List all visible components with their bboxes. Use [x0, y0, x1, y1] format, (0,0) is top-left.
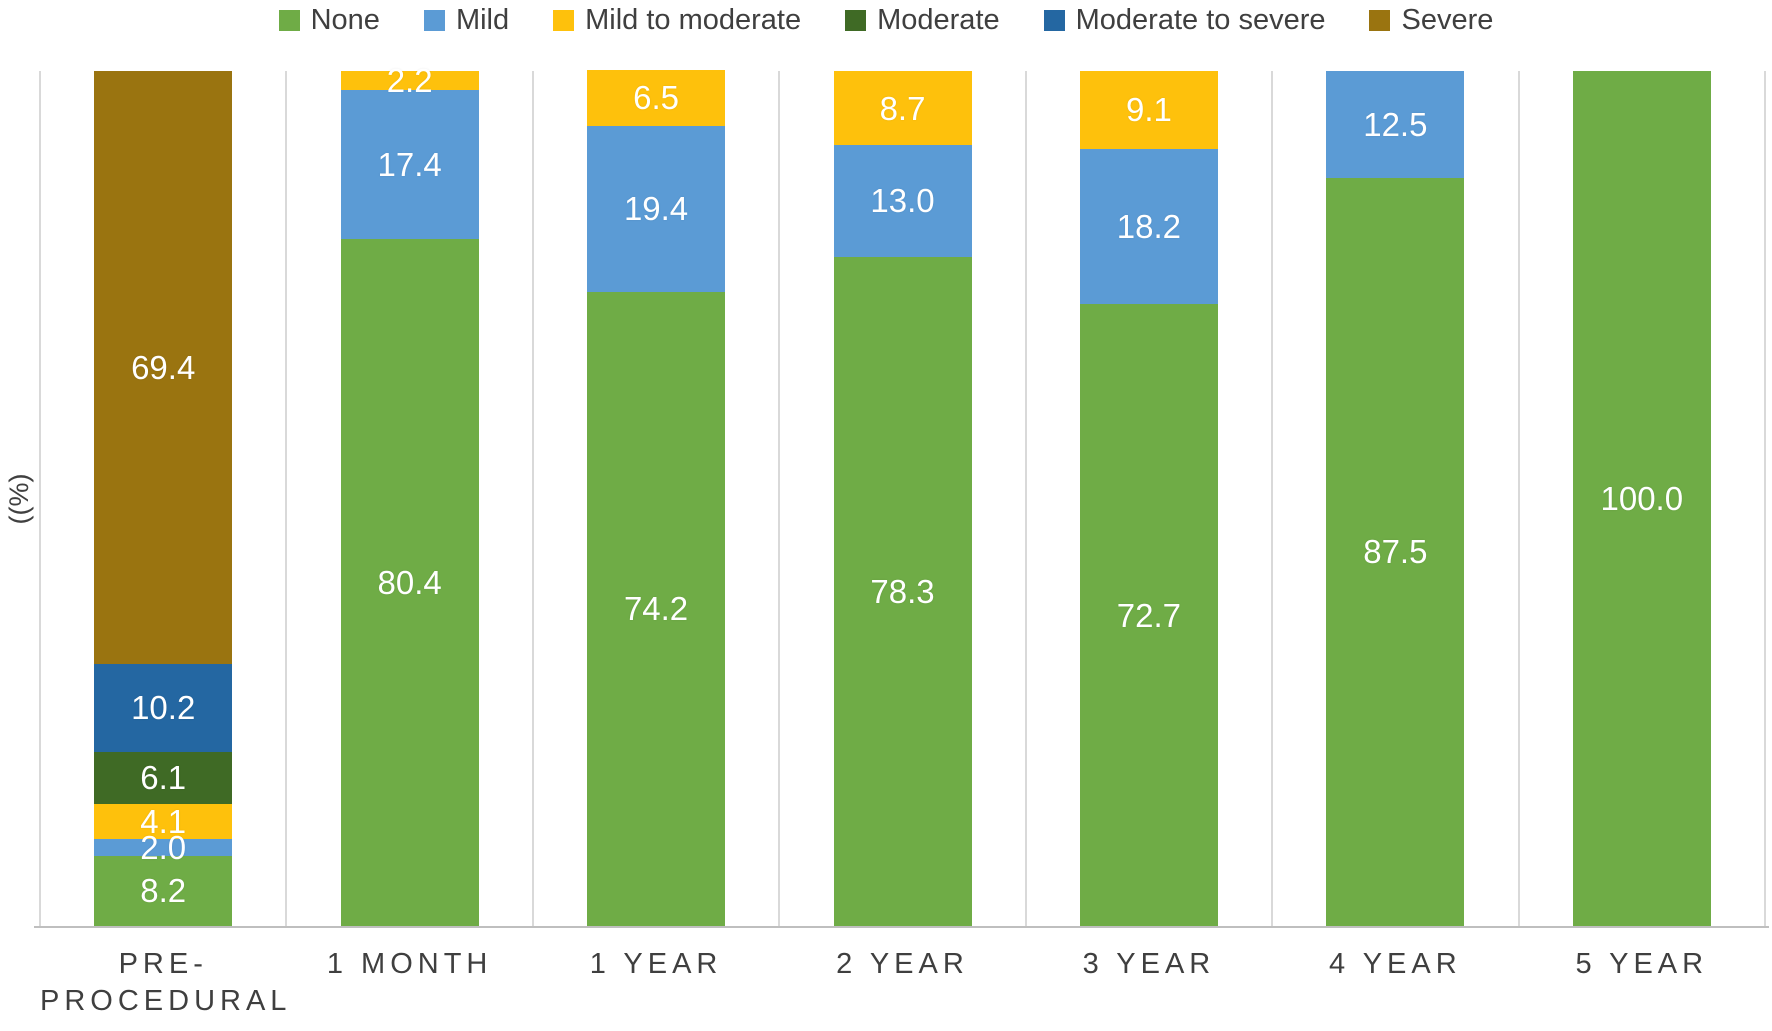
bar-segment-value-label: 6.5 [633, 79, 679, 117]
x-tick-label-5-year: 5 YEAR [1575, 948, 1709, 980]
grid-line [1517, 71, 1520, 926]
bar-segment-value-label: 74.2 [623, 590, 689, 628]
bar-segment-value-label: 13.0 [870, 182, 935, 220]
legend-label: Severe [1401, 4, 1494, 36]
bar-segment-value-label: 80.4 [377, 563, 442, 601]
bar-segment-none: 100.0 [1572, 71, 1711, 926]
legend-swatch-icon [1043, 10, 1065, 31]
grid-line [1024, 71, 1027, 926]
grid-line [1271, 71, 1274, 926]
legend-item-severe: Severe [1369, 4, 1493, 37]
legend-label: None [310, 4, 380, 36]
grid-line [39, 71, 41, 926]
bar-segment-value-label: 9.1 [1125, 91, 1172, 129]
bar-segment-value-label: 87.5 [1363, 533, 1428, 571]
bar-segment-value-label: 18.2 [1116, 208, 1182, 246]
grid-line [285, 71, 288, 926]
legend-item-moderate-to-severe: Moderate to severe [1043, 4, 1326, 37]
legend-label: Moderate to severe [1075, 4, 1326, 36]
bar-segment-value-label: 19.4 [623, 190, 689, 228]
bar-segment-mild: 18.2 [1079, 148, 1218, 305]
bar-segment-mild: 19.4 [587, 125, 726, 292]
legend-item-none: None [278, 4, 380, 37]
bar-segment-mild-to-moderate: 9.1 [1079, 71, 1218, 149]
x-tick-label-1-month: 1 MONTH [326, 948, 493, 980]
bar-segment-none: 72.7 [1079, 304, 1218, 926]
bar-segment-value-label: 2.2 [386, 61, 433, 99]
bar-segment-none: 87.5 [1326, 177, 1465, 926]
x-tick-label-3-year: 3 YEAR [1082, 948, 1216, 980]
legend-item-mild-to-moderate: Mild to moderate [553, 4, 801, 37]
legend-swatch-icon [553, 10, 575, 31]
legend-label: Mild to moderate [585, 4, 802, 36]
bar-segment-value-label: 4.1 [140, 802, 187, 840]
bar-segment-value-label: 72.7 [1116, 596, 1182, 634]
legend-item-mild: Mild [423, 4, 510, 37]
plot-area: 8.2 2.0 4.1 6.1 10.2 69.4 80.4 17.4 2.2 74.2 19.4 6… [34, 64, 1769, 928]
bar-segment-value-label: 6.1 [140, 759, 187, 797]
x-axis-tick-labels: PRE- PROCEDURAL 1 MONTH 1 YEAR 2 YEAR 3 YEAR… [40, 946, 1765, 1026]
bar-segment-none: 80.4 [340, 238, 479, 926]
x-axis-line [34, 926, 1769, 928]
legend-swatch-icon [278, 10, 300, 31]
bar-segment-mild: 17.4 [340, 89, 479, 239]
bar-segment-moderate-to-severe: 10.2 [94, 664, 233, 752]
legend-item-moderate: Moderate [845, 4, 1000, 37]
legend-label: Moderate [877, 4, 1000, 36]
bar-segment-mild: 2.0 [94, 831, 233, 864]
bar-segment-mild-to-moderate: 8.7 [833, 71, 972, 146]
legend-label: Mild [455, 4, 510, 36]
bar-segment-value-label: 69.4 [131, 349, 196, 387]
chart-legend: None Mild Mild to moderate Moderate Moderate… [0, 4, 1772, 37]
bar-segment-moderate: 6.1 [94, 751, 233, 804]
legend-swatch-icon [1369, 10, 1391, 31]
legend-swatch-icon [423, 10, 445, 31]
bar-segment-none: 78.3 [833, 256, 972, 926]
grid-line [531, 71, 534, 926]
bar-segment-value-label: 8.7 [879, 89, 926, 127]
legend-swatch-icon [845, 10, 867, 31]
bar-segment-value-label: 78.3 [870, 572, 935, 610]
bar-segment-mild-to-moderate: 6.5 [587, 70, 726, 126]
bar-segment-mild: 12.5 [1326, 71, 1465, 178]
bar-segment-severe: 69.4 [94, 71, 233, 665]
bar-segment-value-label: 12.5 [1363, 105, 1428, 143]
bar-segment-mild-to-moderate: 2.2 [340, 64, 479, 97]
bar-segment-value-label: 17.4 [377, 145, 442, 183]
x-tick-label-pre-procedural: PRE- PROCEDURAL [40, 948, 292, 1017]
bar-segment-value-label: 8.2 [140, 872, 187, 910]
bar-segment-value-label: 2.0 [140, 828, 187, 866]
bar-segment-value-label: 10.2 [131, 689, 196, 727]
y-axis-label: ((%) [4, 473, 34, 525]
bar-segment-none: 74.2 [587, 291, 726, 926]
bar-segment-mild: 13.0 [833, 145, 972, 257]
grid-line [778, 71, 781, 926]
grid-line [1764, 71, 1766, 926]
x-tick-label-1-year: 1 YEAR [589, 948, 723, 980]
bar-segment-none: 8.2 [94, 855, 233, 926]
x-tick-label-2-year: 2 YEAR [836, 948, 969, 980]
x-tick-label-4-year: 4 YEAR [1329, 948, 1462, 980]
bar-segment-value-label: 100.0 [1600, 480, 1684, 517]
bar-segment-mild-to-moderate: 4.1 [94, 802, 233, 840]
